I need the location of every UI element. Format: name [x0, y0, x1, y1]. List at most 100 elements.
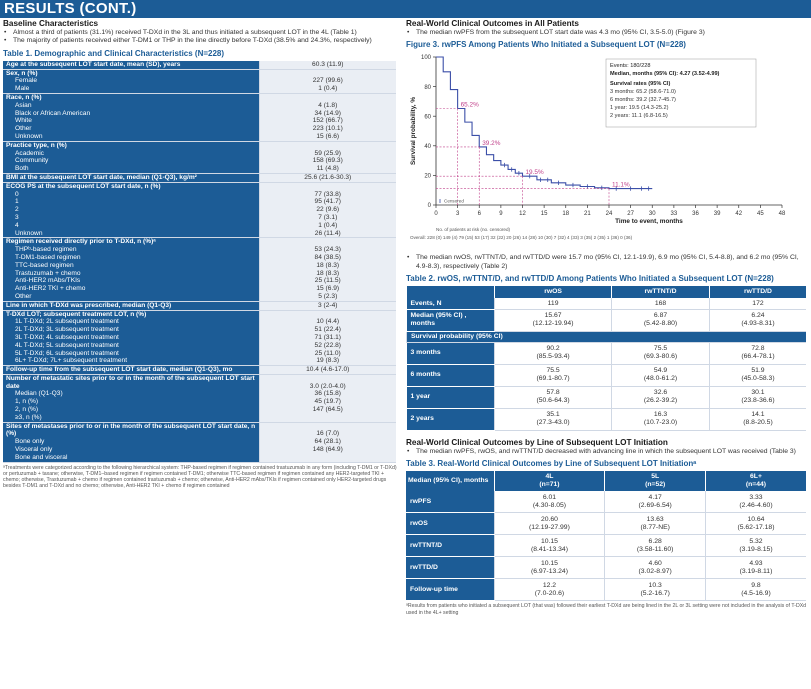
table1-row: Sites of metastases prior to or in the m…: [3, 422, 396, 463]
table1-value: 64 (28.1): [314, 438, 341, 446]
x-tick-label: 3: [456, 211, 460, 217]
table1-value: 1 (0.4): [318, 221, 338, 229]
table1-row-item: Both: [15, 165, 29, 173]
table1-row-item: ≥3, n (%): [15, 413, 42, 421]
table2-col-header: rwOS: [493, 286, 612, 299]
table3-cell: 9.8 (4.5-16.9): [704, 578, 806, 602]
table1-title: Table 1. Demographic and Clinical Charac…: [3, 48, 225, 58]
legend-rate: 2 years: 11.1 (6.8-16.5): [610, 113, 668, 119]
table2-row: 1 year 57.8 (50.6-64.3) 32.6 (26.2-39.2) 30…: [406, 386, 806, 409]
table1-row-item: Bone and visceral: [15, 453, 68, 461]
table1-row-item: 5L T-DXd; 6L subsequent treatment: [15, 349, 119, 357]
table1-value: 95 (41.7): [314, 198, 341, 206]
table1-row-item: 1: [15, 198, 19, 206]
table3-cell: 13.63 (8.77-NE): [604, 512, 706, 536]
table3-cell: 4.60 (3.02-8.97): [604, 556, 706, 580]
table1-row-label: Practice type, n (%) Academic Community Bot…: [3, 141, 259, 174]
table2-cell: 32.6 (26.2-39.2): [611, 386, 710, 409]
baseline-bullets: Almost a third of patients (31.1%) recei…: [3, 29, 398, 46]
table2-cell: 75.5 (69.3-80.6): [611, 342, 710, 365]
table1-row-item: 3L T-DXd; 4L subsequent treatment: [15, 333, 119, 341]
x-tick-label: 18: [562, 211, 569, 217]
table2-cell: 72.8 (66.4-78.1): [708, 342, 806, 365]
table2-cell: 51.9 (45.0-58.3): [708, 364, 806, 387]
table3-row-label: Follow-up time: [406, 578, 494, 602]
table1-row-item: 4L T-DXd; 5L subsequent treatment: [15, 341, 119, 349]
table3-row: rwTTNT/D 10.15 (8.41-13.34) 6.28 (3.58-11.…: [406, 534, 806, 558]
table1-value: 25 (11.5): [314, 277, 341, 285]
table2-col-header: rwTTD/D: [708, 286, 806, 299]
table2-row: 3 months 90.2 (85.5-93.4) 75.5 (69.3-80.6)…: [406, 342, 806, 365]
table2-row: 6 months 75.5 (69.1-80.7) 54.9 (48.0-61.2)…: [406, 364, 806, 387]
table2-band: Survival probability (95% CI): [406, 331, 806, 343]
table3-row: rwPFS 6.01 (4.30-8.05) 4.17 (2.69-6.54) 3.3…: [406, 490, 806, 514]
table1-value: 25 (11.0): [314, 349, 341, 357]
table2-row-label: 3 months: [406, 342, 495, 365]
table1-row-values: 3.0 (2.0-4.0) 36 (15.8) 45 (19.7) 147 (64.5…: [258, 374, 396, 423]
table1-row-values: 10 (4.4) 51 (22.4) 71 (31.1) 52 (22.8) 25 (1…: [258, 310, 396, 366]
table2-band-label: Survival probability (95% CI): [406, 331, 806, 343]
table1-row-values: 16 (7.0) 64 (28.1) 148 (64.9): [258, 422, 396, 463]
table1-value: 51 (22.4): [314, 326, 341, 334]
table1-value: 36 (15.8): [314, 390, 341, 398]
results-banner: RESULTS (CONT.): [0, 0, 811, 18]
table3: Median (95% CI), months 4L (n=71) 5L (n=…: [406, 470, 806, 602]
table3-col-header: 5L (n=52): [604, 470, 706, 491]
table1-row-heading: Practice type, n (%): [6, 141, 67, 149]
table1-value: 10 (4.4): [316, 318, 340, 326]
table1-row-label: Age at the subsequent LOT start date, me…: [3, 60, 259, 70]
table2-row-label: Events, N: [406, 298, 495, 310]
table1-row-item: Asian: [15, 101, 32, 109]
table1-row-item: Black or African American: [15, 109, 91, 117]
table1-row-item: Unknown: [15, 229, 43, 237]
y-tick-label: 100: [421, 56, 432, 62]
table1-value: 158 (69.3): [312, 157, 343, 165]
table1-row: Sex, n (%) Female Male 227 (99.6) 1 (0.4): [3, 69, 396, 94]
table3-cell: 10.64 (5.62-17.18): [704, 512, 806, 536]
table2-row: Events, N 119 168 172: [406, 298, 806, 310]
table1-value: 71 (31.1): [314, 333, 341, 341]
table3-cell: 4.17 (2.69-6.54): [604, 490, 706, 514]
table1-row-heading: Age at the subsequent LOT start date, me…: [6, 60, 181, 68]
x-tick-label: 33: [671, 211, 678, 217]
x-tick-label: 36: [692, 211, 699, 217]
table1-row: Regimen received directly prior to T-DXd…: [3, 237, 396, 302]
table1-row-values: 60.3 (11.9): [258, 60, 396, 70]
baseline-bullet: The majority of patients received either…: [3, 37, 398, 46]
table2-cell: 90.2 (85.5-93.4): [493, 342, 612, 365]
table1-row-item: 2L T-DXd; 3L subsequent treatment: [15, 326, 119, 334]
x-tick-label: 9: [499, 211, 503, 217]
table1-row-item: Visceral only: [15, 446, 53, 454]
table1-value: 34 (14.9): [314, 109, 341, 117]
table1-row-label: T-DXd LOT; subsequent treatment LOT, n (…: [3, 310, 259, 366]
table2: rwOS rwTTNT/D rwTTD/D Events, N 119 168 172…: [406, 286, 806, 431]
risk-table-heading: No. of patients at risk (no. censored): [436, 227, 511, 232]
table1-row-values: 77 (33.8) 95 (41.7) 22 (9.6) 7 (3.1) 1 (0.4)…: [258, 182, 396, 238]
table1-value: 3.0 (2.0-4.0): [309, 382, 346, 390]
table1-row-item: 0: [15, 190, 19, 198]
legend-rate: 3 months: 65.2 (58.6-71.0): [610, 89, 676, 95]
table2-cell: 172: [708, 298, 806, 310]
table1-row-label: Sites of metastases prior to or in the m…: [3, 422, 259, 463]
table1-value: 60.3 (11.9): [312, 60, 344, 68]
annotation-label: 11.1%: [612, 182, 630, 189]
table1-row-values: 59 (25.9) 158 (69.3) 11 (4.8): [258, 141, 396, 174]
legend-box: [605, 59, 757, 128]
table1-row-label: Sex, n (%) Female Male: [3, 69, 259, 94]
table1-row-heading: BMI at the subsequent LOT start date, me…: [6, 173, 197, 181]
table1-row: Line in which T-DXd was prescribed, medi…: [3, 301, 396, 311]
table1-row-item: Male: [15, 85, 30, 93]
figure3-title: Figure 3. rwPFS Among Patients Who Initi…: [406, 40, 686, 50]
legend-rate: 6 months: 39.2 (32.7-45.7): [610, 97, 676, 103]
table1-row-item: T-DM1-based regimen: [15, 253, 81, 261]
table1-row-item: Community: [15, 157, 49, 165]
table3-row-label: rwOS: [406, 512, 494, 536]
table3-corner: Median (95% CI), months: [406, 470, 494, 491]
table1-value: 16 (7.0): [316, 430, 340, 438]
x-tick-label: 6: [478, 211, 482, 217]
table2-corner: [406, 286, 495, 299]
x-tick-label: 42: [735, 211, 742, 217]
table3-row: Follow-up time 12.2 (7.0-20.6) 10.3 (5.2-1…: [406, 578, 806, 602]
table1-row-item: 2, n (%): [15, 406, 39, 414]
table3-col-header: 4L (n=71): [493, 470, 605, 491]
